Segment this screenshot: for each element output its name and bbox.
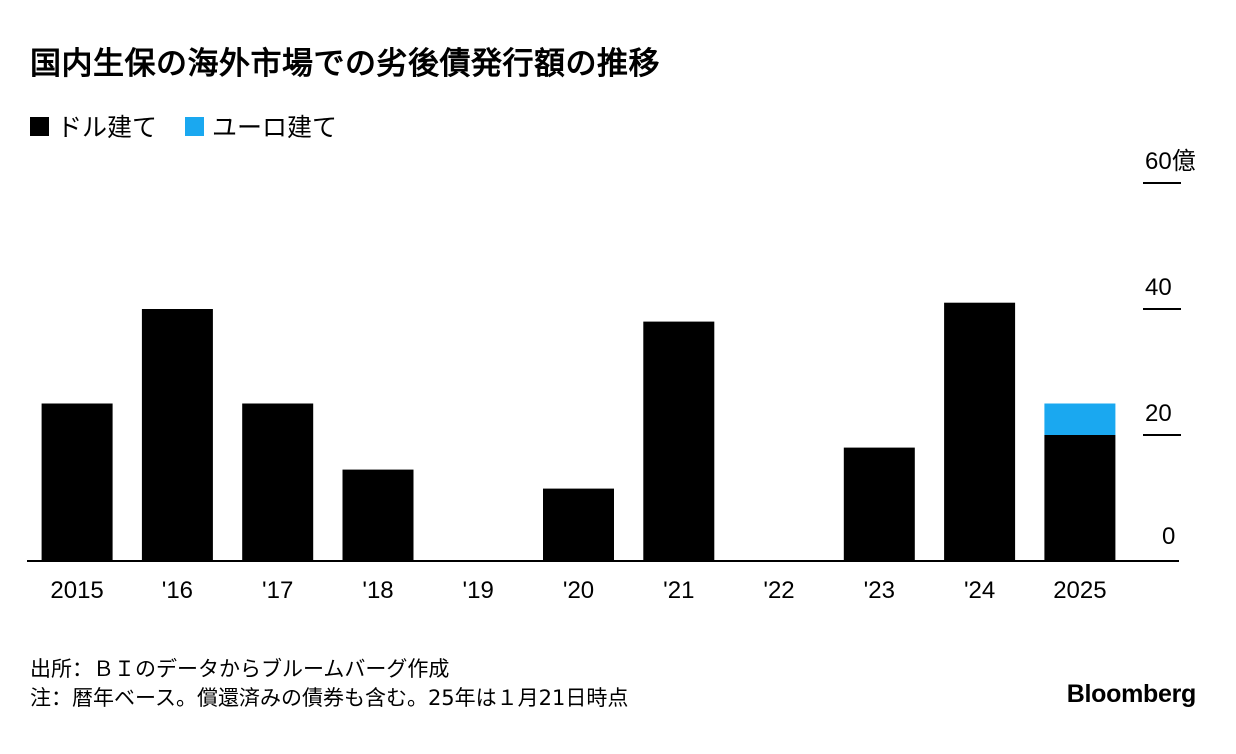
bar-usd-5	[543, 488, 614, 561]
bar-usd-9	[944, 302, 1016, 561]
legend-swatch-usd	[30, 116, 49, 136]
y-tick-label-1: 20	[1145, 400, 1172, 427]
x-tick-label-10: 2025	[1053, 577, 1106, 604]
x-tick-label-0: 2015	[50, 577, 103, 604]
bar-usd-3	[342, 469, 414, 561]
x-tick-label-4: '19	[463, 577, 494, 604]
x-tick-label-3: '18	[362, 577, 393, 604]
chart-title: 国内生保の海外市場での劣後債発行額の推移	[30, 46, 660, 82]
bar-usd-6	[643, 321, 715, 561]
footer: 出所：ＢＩのデータからブルームバーグ作成 注：暦年ベース。償還済みの債券も含む。…	[30, 655, 628, 713]
x-tick-label-2: '17	[262, 577, 293, 604]
footnote: 注：暦年ベース。償還済みの債券も含む。25年は１月21日時点	[30, 686, 629, 710]
bar-usd-8	[843, 447, 915, 561]
chart-legend: ドル建て ユーロ建て	[30, 108, 365, 144]
x-tick-label-9: '24	[964, 577, 995, 604]
legend-item-eur: ユーロ建て	[185, 108, 337, 144]
bar-eur-10	[1044, 403, 1116, 435]
legend-swatch-eur	[185, 116, 205, 136]
x-tick-label-8: '23	[864, 577, 895, 604]
source-note: 出所：ＢＩのデータからブルームバーグ作成	[30, 657, 450, 681]
x-tick-label-1: '16	[162, 577, 193, 604]
x-tick-label-5: '20	[563, 577, 594, 604]
y-tick-label-3: 60億	[1145, 148, 1196, 175]
y-tick-label-0: 0	[1162, 523, 1175, 550]
x-tick-label-7: '22	[763, 577, 794, 604]
bar-usd-10	[1044, 435, 1116, 561]
x-tick-label-6: '21	[663, 577, 694, 604]
legend-label-usd: ドル建て	[57, 113, 158, 142]
y-tick-label-2: 40	[1145, 274, 1172, 301]
legend-label-eur: ユーロ建て	[212, 113, 338, 142]
bloomberg-logo: Bloomberg	[1066, 680, 1197, 708]
bar-usd-0	[41, 403, 113, 561]
legend-item-usd: ドル建て	[30, 108, 157, 144]
bar-usd-1	[141, 309, 213, 561]
bar-usd-2	[242, 403, 314, 561]
